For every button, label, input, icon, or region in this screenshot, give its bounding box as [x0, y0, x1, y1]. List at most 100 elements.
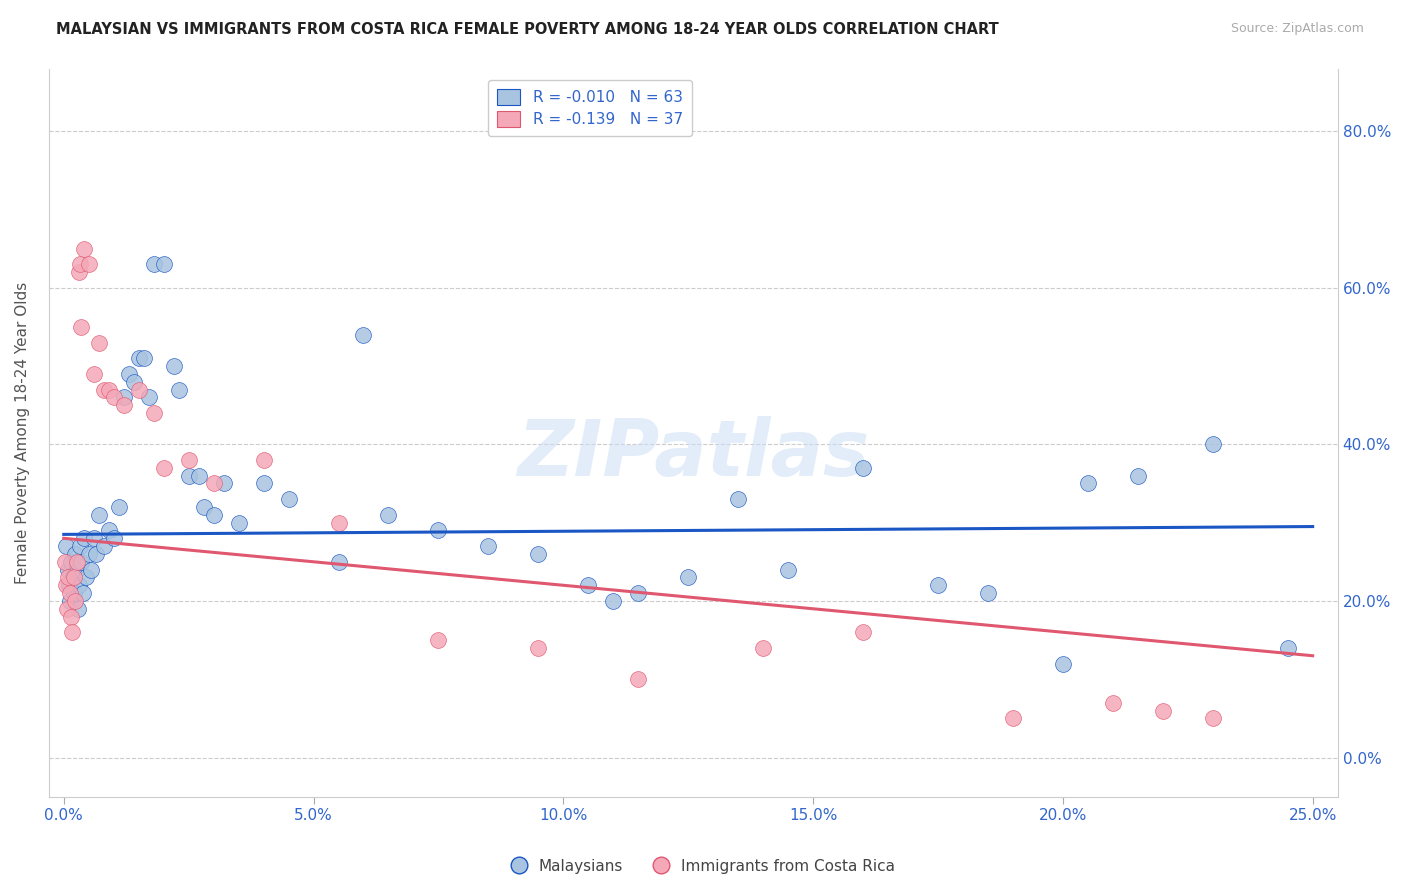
Point	[60, 609, 83, 624]
Point	[60, 625, 83, 640]
Point	[73, 531, 96, 545]
Point	[60, 555, 83, 569]
Point	[62, 570, 84, 584]
Point	[55, 539, 77, 553]
Point	[852, 460, 875, 475]
Point	[118, 367, 141, 381]
Point	[1101, 696, 1123, 710]
Point	[277, 492, 299, 507]
Point	[77, 257, 100, 271]
Point	[75, 570, 97, 584]
Point	[80, 563, 103, 577]
Point	[142, 257, 165, 271]
Point	[427, 524, 450, 538]
Point	[122, 375, 145, 389]
Point	[59, 586, 82, 600]
Point	[252, 453, 274, 467]
Point	[727, 492, 749, 507]
Point	[202, 476, 225, 491]
Point	[69, 539, 91, 553]
Point	[93, 383, 115, 397]
Text: MALAYSIAN VS IMMIGRANTS FROM COSTA RICA FEMALE POVERTY AMONG 18-24 YEAR OLDS COR: MALAYSIAN VS IMMIGRANTS FROM COSTA RICA …	[56, 22, 1000, 37]
Point	[103, 531, 125, 545]
Point	[1001, 711, 1024, 725]
Point	[427, 633, 450, 648]
Point	[353, 327, 375, 342]
Point	[627, 672, 650, 686]
Point	[107, 500, 129, 514]
Point	[72, 586, 94, 600]
Point	[62, 570, 84, 584]
Point	[128, 383, 150, 397]
Point	[103, 390, 125, 404]
Point	[177, 453, 200, 467]
Point	[62, 586, 84, 600]
Point	[1126, 468, 1149, 483]
Point	[377, 508, 399, 522]
Y-axis label: Female Poverty Among 18-24 Year Olds: Female Poverty Among 18-24 Year Olds	[15, 282, 30, 583]
Point	[328, 516, 350, 530]
Point	[138, 390, 160, 404]
Point	[132, 351, 155, 366]
Point	[152, 257, 174, 271]
Point	[70, 555, 93, 569]
Point	[55, 578, 77, 592]
Point	[56, 563, 79, 577]
Point	[97, 524, 120, 538]
Point	[65, 594, 87, 608]
Point	[1077, 476, 1099, 491]
Point	[602, 594, 624, 608]
Point	[112, 390, 135, 404]
Point	[228, 516, 250, 530]
Point	[177, 468, 200, 483]
Point	[93, 539, 115, 553]
Point	[83, 531, 105, 545]
Point	[58, 578, 80, 592]
Point	[852, 625, 875, 640]
Legend: Malaysians, Immigrants from Costa Rica: Malaysians, Immigrants from Costa Rica	[505, 853, 901, 880]
Point	[58, 570, 80, 584]
Point	[676, 570, 699, 584]
Point	[87, 335, 110, 350]
Point	[576, 578, 599, 592]
Point	[1052, 657, 1074, 671]
Point	[53, 555, 76, 569]
Point	[112, 398, 135, 412]
Point	[66, 601, 89, 615]
Point	[627, 586, 650, 600]
Text: Source: ZipAtlas.com: Source: ZipAtlas.com	[1230, 22, 1364, 36]
Point	[1202, 711, 1225, 725]
Point	[977, 586, 1000, 600]
Point	[70, 319, 93, 334]
Point	[73, 242, 96, 256]
Point	[87, 508, 110, 522]
Point	[187, 468, 209, 483]
Point	[752, 640, 775, 655]
Point	[152, 460, 174, 475]
Point	[83, 367, 105, 381]
Point	[1202, 437, 1225, 451]
Point	[128, 351, 150, 366]
Point	[66, 555, 89, 569]
Point	[56, 601, 79, 615]
Point	[927, 578, 949, 592]
Point	[167, 383, 190, 397]
Point	[477, 539, 499, 553]
Point	[59, 594, 82, 608]
Point	[778, 563, 800, 577]
Point	[163, 359, 186, 373]
Point	[63, 547, 86, 561]
Point	[142, 406, 165, 420]
Point	[1152, 704, 1174, 718]
Point	[97, 383, 120, 397]
Point	[527, 547, 550, 561]
Point	[65, 563, 87, 577]
Point	[67, 265, 90, 279]
Point	[527, 640, 550, 655]
Point	[67, 578, 90, 592]
Point	[84, 547, 107, 561]
Legend: R = -0.010   N = 63, R = -0.139   N = 37: R = -0.010 N = 63, R = -0.139 N = 37	[488, 79, 692, 136]
Point	[77, 547, 100, 561]
Point	[252, 476, 274, 491]
Text: ZIPatlas: ZIPatlas	[517, 417, 869, 492]
